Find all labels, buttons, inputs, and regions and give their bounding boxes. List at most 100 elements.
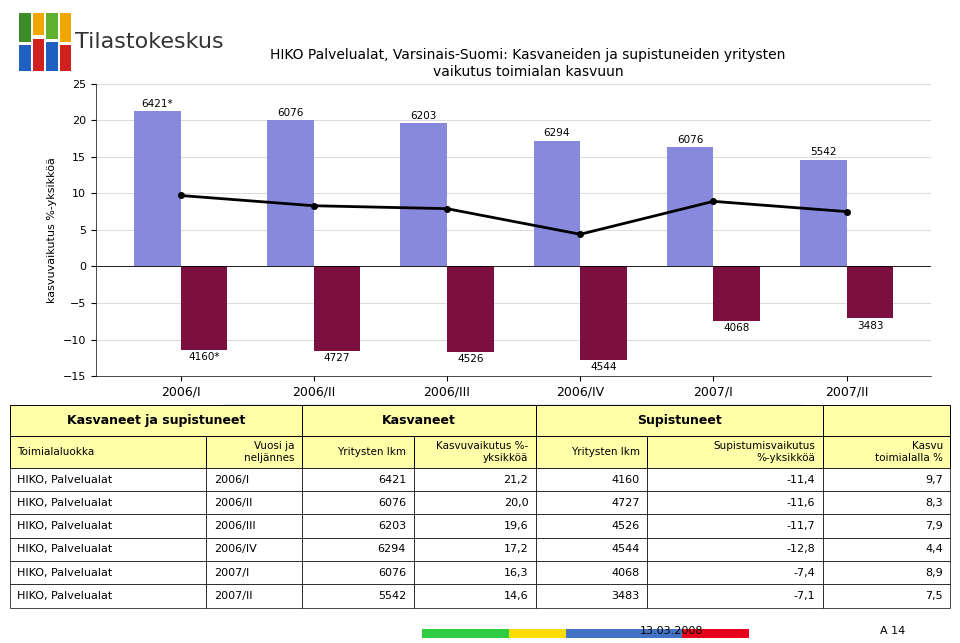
Legend: Kasvuvaikutus %-yksikköä, Supistumisvaikutus %-yksikköä, Kasvu toimialalla %: Kasvuvaikutus %-yksikköä, Supistumisvaik… [222,406,805,430]
Text: 13.03.2008: 13.03.2008 [640,626,704,637]
Text: 4727: 4727 [612,498,640,508]
FancyBboxPatch shape [647,561,823,584]
Text: 20,0: 20,0 [504,498,528,508]
FancyBboxPatch shape [10,405,302,437]
Text: 17,2: 17,2 [504,545,528,554]
FancyBboxPatch shape [302,561,414,584]
FancyBboxPatch shape [823,437,950,468]
FancyBboxPatch shape [206,514,302,538]
Text: 5542: 5542 [810,147,836,158]
Text: HIKO, Palvelualat: HIKO, Palvelualat [17,568,112,577]
Text: 2007/I: 2007/I [214,568,249,577]
FancyBboxPatch shape [206,491,302,514]
FancyBboxPatch shape [647,514,823,538]
Text: -11,4: -11,4 [786,475,815,485]
FancyBboxPatch shape [10,538,206,561]
Text: 6203: 6203 [411,111,437,121]
Text: -11,6: -11,6 [787,498,815,508]
Text: 2006/IV: 2006/IV [214,545,256,554]
Text: 4068: 4068 [724,323,750,333]
FancyBboxPatch shape [10,468,206,491]
Bar [847,266,893,318]
Text: HIKO, Palvelualat: HIKO, Palvelualat [17,591,112,601]
FancyBboxPatch shape [536,584,647,608]
FancyBboxPatch shape [536,538,647,561]
FancyBboxPatch shape [414,491,536,514]
Text: 4160*: 4160* [188,352,220,362]
Text: 2006/II: 2006/II [214,498,252,508]
Line: Kasvu toimialalla %: Kasvu toimialalla % [178,193,850,237]
Bar [713,266,760,321]
Text: 3483: 3483 [612,591,640,601]
Text: Toimialaluokka: Toimialaluokka [17,447,94,457]
FancyBboxPatch shape [823,514,950,538]
FancyBboxPatch shape [823,491,950,514]
Bar [580,266,627,360]
Text: 2006/III: 2006/III [214,521,255,531]
Bar [180,266,228,350]
Text: HIKO Palvelualat, Varsinais-Suomi: Kasvaneiden ja supistuneiden yritysten: HIKO Palvelualat, Varsinais-Suomi: Kasva… [271,48,785,62]
Text: 6294: 6294 [543,129,570,138]
FancyBboxPatch shape [647,584,823,608]
FancyBboxPatch shape [647,468,823,491]
Bar [400,123,447,266]
FancyBboxPatch shape [302,437,414,468]
FancyBboxPatch shape [302,538,414,561]
Text: HIKO, Palvelualat: HIKO, Palvelualat [17,545,112,554]
FancyBboxPatch shape [414,561,536,584]
Text: Yritysten lkm: Yritysten lkm [571,447,640,457]
Text: 21,2: 21,2 [504,475,528,485]
Text: HIKO, Palvelualat: HIKO, Palvelualat [17,475,112,485]
Y-axis label: kasvuvaikutus %-yksikköä: kasvuvaikutus %-yksikköä [47,157,58,303]
FancyBboxPatch shape [302,491,414,514]
FancyBboxPatch shape [823,538,950,561]
Text: HIKO, Palvelualat: HIKO, Palvelualat [17,521,112,531]
FancyBboxPatch shape [536,561,647,584]
Text: Yritysten lkm: Yritysten lkm [337,447,406,457]
Text: -7,1: -7,1 [794,591,815,601]
Text: -11,7: -11,7 [786,521,815,531]
Text: Kasvaneet: Kasvaneet [382,414,456,428]
FancyBboxPatch shape [414,538,536,561]
Text: 4,4: 4,4 [925,545,943,554]
FancyBboxPatch shape [302,405,536,437]
FancyBboxPatch shape [647,538,823,561]
Text: 4544: 4544 [590,362,616,372]
Text: 6076: 6076 [677,135,704,145]
Bar [667,147,713,266]
Text: vaikutus toimialan kasvuun: vaikutus toimialan kasvuun [433,65,623,79]
Text: 2006/I: 2006/I [214,475,249,485]
Text: 5542: 5542 [378,591,406,601]
Text: 4160: 4160 [612,475,640,485]
Text: 2007/II: 2007/II [214,591,252,601]
Text: 3483: 3483 [856,321,883,331]
Text: 14,6: 14,6 [504,591,528,601]
Text: 6421: 6421 [378,475,406,485]
FancyBboxPatch shape [823,405,950,437]
Kasvu toimialalla % [175,192,186,199]
FancyBboxPatch shape [10,491,206,514]
FancyBboxPatch shape [206,437,302,468]
FancyBboxPatch shape [10,437,206,468]
Bar [447,266,493,352]
Text: 4544: 4544 [612,545,640,554]
FancyBboxPatch shape [302,514,414,538]
FancyBboxPatch shape [10,561,206,584]
Text: 7,5: 7,5 [925,591,943,601]
FancyBboxPatch shape [536,405,823,437]
Text: 6421*: 6421* [141,99,173,109]
Text: 6076: 6076 [378,568,406,577]
Bar [534,141,580,266]
FancyBboxPatch shape [206,538,302,561]
FancyBboxPatch shape [206,468,302,491]
Text: -7,4: -7,4 [794,568,815,577]
Text: 9,7: 9,7 [925,475,943,485]
Kasvu toimialalla % [442,205,453,213]
FancyBboxPatch shape [414,437,536,468]
Text: Kasvu
toimialalla %: Kasvu toimialalla % [875,441,943,463]
FancyBboxPatch shape [536,437,647,468]
Bar [314,266,360,351]
FancyBboxPatch shape [10,584,206,608]
Bar [800,159,847,266]
Text: Kasvuvaikutus %-
yksikköä: Kasvuvaikutus %- yksikköä [436,441,528,463]
